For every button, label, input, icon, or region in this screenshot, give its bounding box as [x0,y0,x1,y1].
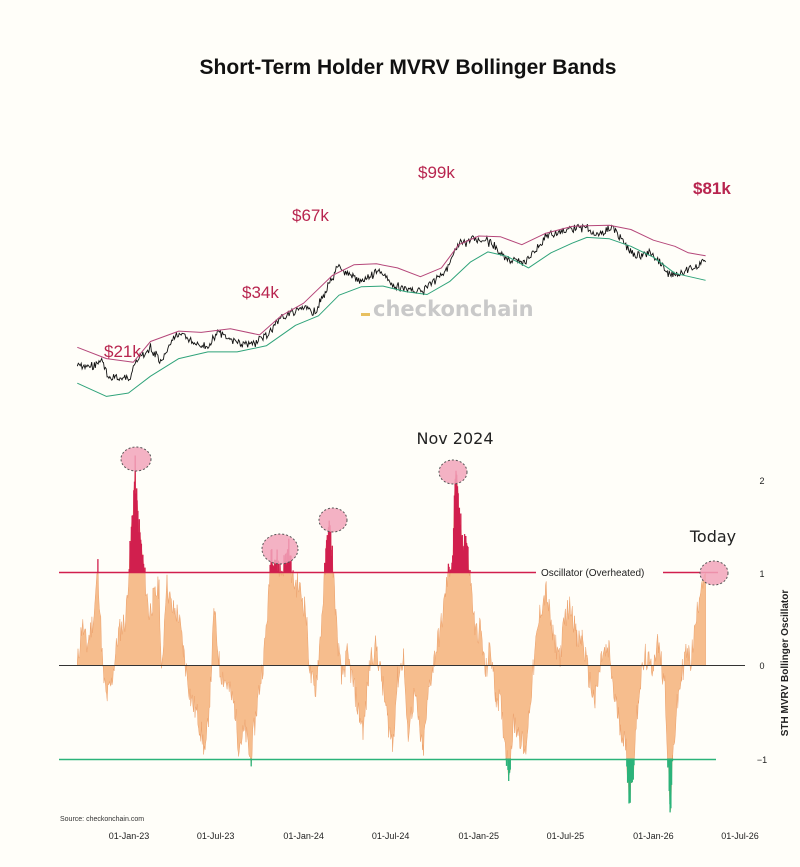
watermark-mark [361,313,370,316]
oversold-spikes [249,758,674,813]
lower-band-line [77,236,706,397]
peak-marker-jan-2023 [120,446,152,472]
price-label-34k: $34k [242,283,279,302]
x-tick-label: 01-Jul-23 [197,831,235,841]
y-tick-label: 0 [759,661,764,671]
price-label-81k: $81k [693,179,731,198]
peak-marker-nov-2024 [438,459,468,485]
price-panel [76,223,706,397]
watermark: checkonchain [373,297,534,321]
y-tick-label: 1 [759,569,764,579]
peak-marker-today [699,560,729,586]
price-label-21k: $21k [104,342,141,361]
x-tick-label: 01-Jan-25 [459,831,500,841]
chart-title: Short-Term Holder MVRV Bollinger Bands [200,56,617,79]
price-label-67k: $67k [292,206,329,225]
annotation-today: Today [689,527,736,546]
x-tick-label: 01-Jul-25 [547,831,585,841]
y-tick-label: 2 [759,476,764,486]
upper-band-line [77,224,706,363]
source-label: Source: checkonchain.com [60,816,144,823]
x-tick-label: 01-Jul-26 [721,831,759,841]
x-tick-label: 01-Jan-26 [633,831,674,841]
price-line [76,223,706,382]
x-tick-label: 01-Jan-24 [283,831,324,841]
oscillator-y-axis: 2 1 0 −1 [757,476,767,765]
oscillator-area [77,455,706,813]
oscillator-y-axis-label: STH MVRV Bollinger Oscillator [780,590,791,737]
price-label-99k: $99k [418,163,455,182]
peak-marker-mar-2024 [318,507,348,533]
overheated-label: Oscillator (Overheated) [541,568,644,579]
peak-marker-nov-2023 [261,533,299,565]
annotation-nov-2024: Nov 2024 [416,429,493,448]
x-tick-label: 01-Jul-24 [372,831,410,841]
y-tick-label: −1 [757,755,767,765]
peak-markers [120,446,729,586]
overheated-label-bg [536,565,663,580]
x-tick-label: 01-Jan-23 [109,831,150,841]
x-axis: 01-Jan-23 01-Jul-23 01-Jan-24 01-Jul-24 01-J… [109,831,759,841]
